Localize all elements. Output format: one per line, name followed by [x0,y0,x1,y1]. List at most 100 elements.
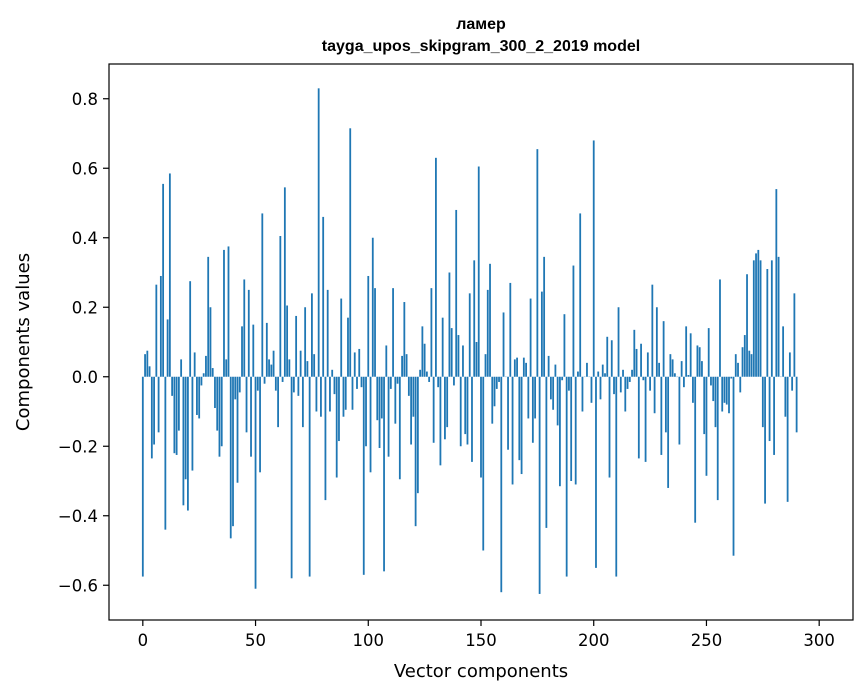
bar-272 [755,253,757,377]
bar-174 [534,376,537,419]
bar-4 [150,376,153,459]
bar-43 [238,376,241,393]
bar-97 [360,376,363,388]
bar-44 [241,326,243,377]
bar-98 [362,376,365,575]
bar-284 [782,326,785,377]
x-tick-label: 0 [138,631,149,650]
bar-145 [468,293,471,377]
bars-group [141,88,798,594]
bar-176 [538,376,541,594]
bar-251 [707,328,710,377]
bar-199 [590,376,593,403]
bar-168 [520,376,523,475]
bar-9 [162,183,165,377]
bar-230 [660,376,663,455]
bar-36 [223,249,225,377]
bar-88 [340,298,343,377]
bar-290 [795,376,798,433]
bar-228 [655,307,658,377]
bar-197 [586,362,588,377]
bar-28 [205,355,207,377]
bar-206 [606,336,609,377]
bar-191 [572,265,575,377]
bar-143 [464,376,467,435]
bar-66 [290,376,293,579]
bar-286 [786,376,789,502]
bar-151 [482,376,485,551]
bar-18 [182,376,185,506]
bar-59 [274,376,277,391]
bar-41 [234,376,237,400]
bar-225 [649,376,651,391]
bar-126 [425,371,428,377]
bar-203 [599,376,602,400]
bar-255 [716,376,719,501]
bar-8 [159,275,162,377]
bar-54 [263,376,266,384]
bar-229 [658,362,661,377]
bar-195 [581,376,584,412]
bar-163 [509,282,512,377]
bar-39 [229,376,232,539]
bar-51 [256,376,259,391]
bar-248 [701,361,703,377]
bar-60 [277,376,279,428]
bar-74 [308,376,311,577]
bar-72 [304,307,307,377]
bar-215 [626,376,629,389]
bar-194 [579,213,582,377]
bar-232 [664,376,667,433]
bar-131 [437,376,440,388]
bar-218 [633,329,636,377]
y-tick-label: −0.4 [58,507,98,526]
bar-107 [383,376,385,572]
bar-235 [671,359,674,377]
bar-108 [385,345,388,377]
bar-222 [642,376,645,381]
bar-210 [615,376,618,577]
bar-277 [766,269,769,377]
bar-55 [265,322,268,377]
bar-238 [678,376,681,445]
bar-245 [694,376,697,523]
bar-162 [507,376,509,450]
bar-285 [784,376,787,417]
bar-2 [146,350,149,377]
y-tick-label: −0.6 [58,576,98,595]
bar-30 [209,307,212,377]
bar-152 [484,354,487,377]
x-tick-label: 150 [465,631,497,650]
bar-192 [574,376,577,485]
bar-170 [525,362,527,377]
bar-280 [773,376,775,455]
bar-150 [480,376,482,478]
bar-64 [286,305,289,377]
bar-249 [703,376,706,435]
bar-137 [450,328,453,377]
chart-subtitle: tayga_upos_skipgram_300_2_2019 model [322,38,640,55]
bar-21 [189,281,192,377]
bar-130 [435,157,437,377]
bar-94 [353,352,356,377]
bar-274 [759,260,762,377]
bar-109 [387,376,390,457]
bar-207 [608,376,611,478]
bar-202 [597,371,600,377]
bar-29 [207,256,210,377]
bar-53 [261,213,264,377]
bar-117 [405,354,408,377]
bar-252 [710,376,712,386]
x-tick-label: 200 [578,631,610,650]
plot-frame [108,63,854,621]
bar-259 [725,376,728,405]
bar-24 [196,376,198,415]
bar-269 [748,350,751,377]
bar-110 [389,376,392,389]
bar-155 [491,376,494,424]
y-axis-ticks: −0.6 −0.4 −0.2 0.0 0.2 0.4 0.6 0.8 [58,90,109,595]
bar-211 [617,307,620,377]
bar-266 [741,347,744,377]
bar-278 [768,376,771,442]
